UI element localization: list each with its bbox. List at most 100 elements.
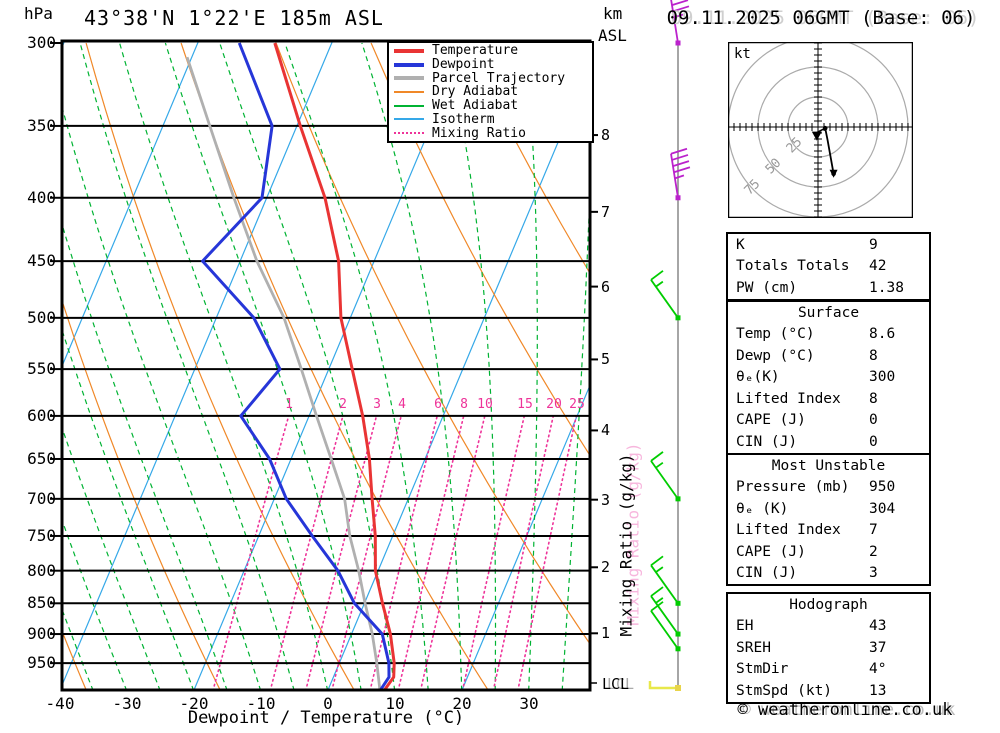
legend-label: Dewpoint	[432, 57, 495, 73]
km-tick-label: 1	[601, 624, 611, 642]
stat-value: 13	[869, 682, 887, 699]
lcl-axis-label: LCL	[602, 675, 630, 693]
pressure-tick-label: 350	[27, 116, 56, 135]
pressure-tick-label: 550	[27, 359, 56, 378]
stat-row: CIN (J) 0	[728, 431, 929, 453]
stat-value: 950	[869, 479, 896, 496]
legend-line-sample	[394, 76, 424, 81]
legend-item-temperature: Temperature	[389, 43, 592, 59]
stat-row: SREH 37	[728, 637, 929, 659]
stat-row: EH 43	[728, 616, 929, 638]
surface-stats-box: Surface Temp (°C) 8.6 Dewp (°C) 8 θₑ(K) 300…	[726, 300, 931, 455]
stat-value: 43	[869, 618, 887, 635]
legend-label: Dry Adiabat	[432, 84, 519, 100]
mixing-ratio-value-label: 10	[477, 397, 493, 412]
legend-label: Mixing Ratio	[432, 125, 526, 141]
stat-value: 2	[869, 543, 878, 560]
stat-value: 3	[869, 565, 878, 582]
legend-line-sample	[394, 132, 424, 135]
stat-value: 7	[869, 522, 878, 539]
sounding-curves	[185, 42, 396, 690]
stat-label: StmDir	[736, 661, 789, 678]
legend-item-isotherm: Isotherm	[389, 111, 592, 127]
stat-label: PW (cm)	[736, 279, 798, 296]
stat-row: StmSpd (kt) 13	[728, 680, 929, 702]
stat-row: Dewp (°C) 8	[728, 345, 929, 367]
stat-value: 8	[869, 347, 878, 364]
stat-row: PW (cm) 1.38	[728, 277, 929, 299]
km-tick-label: 4	[601, 421, 611, 439]
stat-value: 37	[869, 639, 887, 656]
pressure-tick-label: 500	[27, 308, 56, 327]
mixing-ratio-value-label: 15	[517, 397, 533, 412]
stat-label: Lifted Index	[736, 522, 841, 539]
km-tick-label: 7	[601, 203, 611, 221]
stat-row: Totals Totals 42	[728, 256, 929, 278]
stat-label: CIN (J)	[736, 433, 798, 450]
stat-row: Lifted Index 8	[728, 388, 929, 410]
hodograph-stats-box: Hodograph EH 43 SREH 37 StmDir 4° StmSpd (k…	[726, 592, 931, 704]
temperature-curve	[273, 42, 396, 690]
stat-row: CAPE (J) 2	[728, 541, 929, 563]
stat-label: θₑ (K)	[736, 500, 789, 517]
most-unstable-stats-box: Most Unstable Pressure (mb) 950 θₑ (K) 304…	[726, 453, 931, 586]
mixing-ratio-value-label: 20	[546, 397, 562, 412]
km-tick-label: 6	[601, 278, 611, 296]
temp-tick-label: -40	[45, 694, 75, 713]
legend-box: Temperature Dewpoint Parcel Trajectory D…	[387, 41, 594, 143]
stat-label: Dewp (°C)	[736, 347, 815, 364]
pressure-tick-label: 450	[27, 251, 56, 270]
mixing-ratio-value-label: 2	[339, 397, 347, 412]
temp-tick-label: -10	[246, 694, 276, 713]
stat-value: 42	[869, 258, 887, 275]
legend-item-parcel: Parcel Trajectory	[389, 71, 592, 86]
pressure-axis-unit: hPa	[24, 4, 53, 23]
legend-line-sample	[394, 48, 424, 53]
copyright-text: © weatheronline.co.uk	[737, 700, 953, 720]
stat-label: CIN (J)	[736, 565, 798, 582]
stat-value: 4°	[869, 661, 887, 678]
mixing-ratio-value-label: 1	[285, 397, 293, 412]
legend-line-sample	[394, 90, 424, 93]
stat-value: 0	[869, 412, 878, 429]
legend-label: Temperature	[432, 43, 519, 59]
mixing-ratio-value-label: 25	[569, 397, 585, 412]
temp-tick-label: 20	[452, 694, 472, 713]
indices-summary-box: K 9 Totals Totals 42 PW (cm) 1.38	[726, 232, 931, 301]
run-datetime: 09.11.2025 06GMT (Base: 06)	[666, 7, 976, 29]
station-title: 43°38'N 1°22'E 185m ASL	[84, 6, 384, 30]
stat-row: Pressure (mb) 950	[728, 477, 929, 499]
stat-value: 9	[869, 236, 878, 253]
stat-value: 300	[869, 369, 896, 386]
stat-value: 0	[869, 433, 878, 450]
lcl-marker	[648, 681, 681, 690]
mixing-ratio-value-label: 3	[373, 397, 381, 412]
legend-item-dewpoint: Dewpoint	[389, 57, 592, 73]
legend-label: Isotherm	[432, 111, 495, 127]
km-tick-label: 2	[601, 558, 611, 576]
pressure-tick-label: 850	[27, 593, 56, 612]
pressure-tick-label: 650	[27, 449, 56, 468]
dewpoint-curve	[201, 42, 391, 690]
legend-item-mixing-ratio: Mixing Ratio	[389, 125, 592, 141]
mixing-ratio-value-label: 6	[434, 397, 442, 412]
stat-row: Lifted Index 7	[728, 520, 929, 542]
stat-label: K	[736, 236, 745, 253]
stat-row: StmDir 4°	[728, 659, 929, 681]
stat-label: θₑ(K)	[736, 369, 780, 386]
stat-label: SREH	[736, 639, 771, 656]
temp-tick-label: 0	[323, 694, 333, 713]
km-tick-label: 8	[601, 126, 611, 144]
stat-label: Temp (°C)	[736, 326, 815, 343]
hodograph-trace	[824, 128, 835, 174]
hodograph-unit-label: kt	[734, 46, 751, 62]
stat-row: θₑ(K) 300	[728, 367, 929, 389]
temp-tick-label: 10	[385, 694, 405, 713]
legend-label: Wet Adiabat	[432, 98, 519, 114]
stat-value: 304	[869, 500, 896, 517]
stat-row: θₑ (K) 304	[728, 498, 929, 520]
height-axis-unit-km: km	[603, 4, 623, 23]
